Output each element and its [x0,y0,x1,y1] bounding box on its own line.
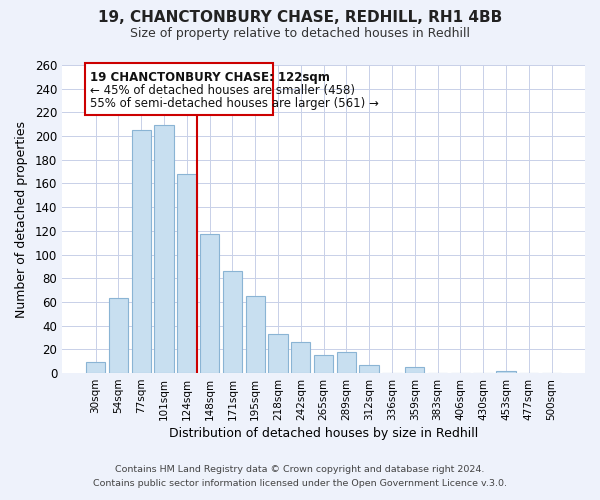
Text: 19 CHANCTONBURY CHASE: 122sqm: 19 CHANCTONBURY CHASE: 122sqm [90,71,330,84]
Bar [223,271,242,373]
Text: Size of property relative to detached houses in Redhill: Size of property relative to detached ho… [130,28,470,40]
Text: 19, CHANCTONBURY CHASE, REDHILL, RH1 4BB: 19, CHANCTONBURY CHASE, REDHILL, RH1 4BB [98,10,502,25]
Text: ← 45% of detached houses are smaller (458): ← 45% of detached houses are smaller (45… [90,84,355,97]
Bar [291,342,310,373]
FancyBboxPatch shape [85,62,274,115]
Bar [154,126,174,373]
Bar [245,296,265,373]
Bar [496,370,515,373]
Bar [359,365,379,373]
Bar [200,234,219,373]
Y-axis label: Number of detached properties: Number of detached properties [15,120,28,318]
Bar [405,367,424,373]
Bar [131,130,151,373]
Bar [314,356,333,373]
Bar [268,334,287,373]
Bar [177,174,197,373]
Text: 55% of semi-detached houses are larger (561) →: 55% of semi-detached houses are larger (… [90,97,379,110]
Bar [109,298,128,373]
Bar [86,362,106,373]
X-axis label: Distribution of detached houses by size in Redhill: Distribution of detached houses by size … [169,427,478,440]
Text: Contains HM Land Registry data © Crown copyright and database right 2024.
Contai: Contains HM Land Registry data © Crown c… [93,466,507,487]
Bar [337,352,356,373]
